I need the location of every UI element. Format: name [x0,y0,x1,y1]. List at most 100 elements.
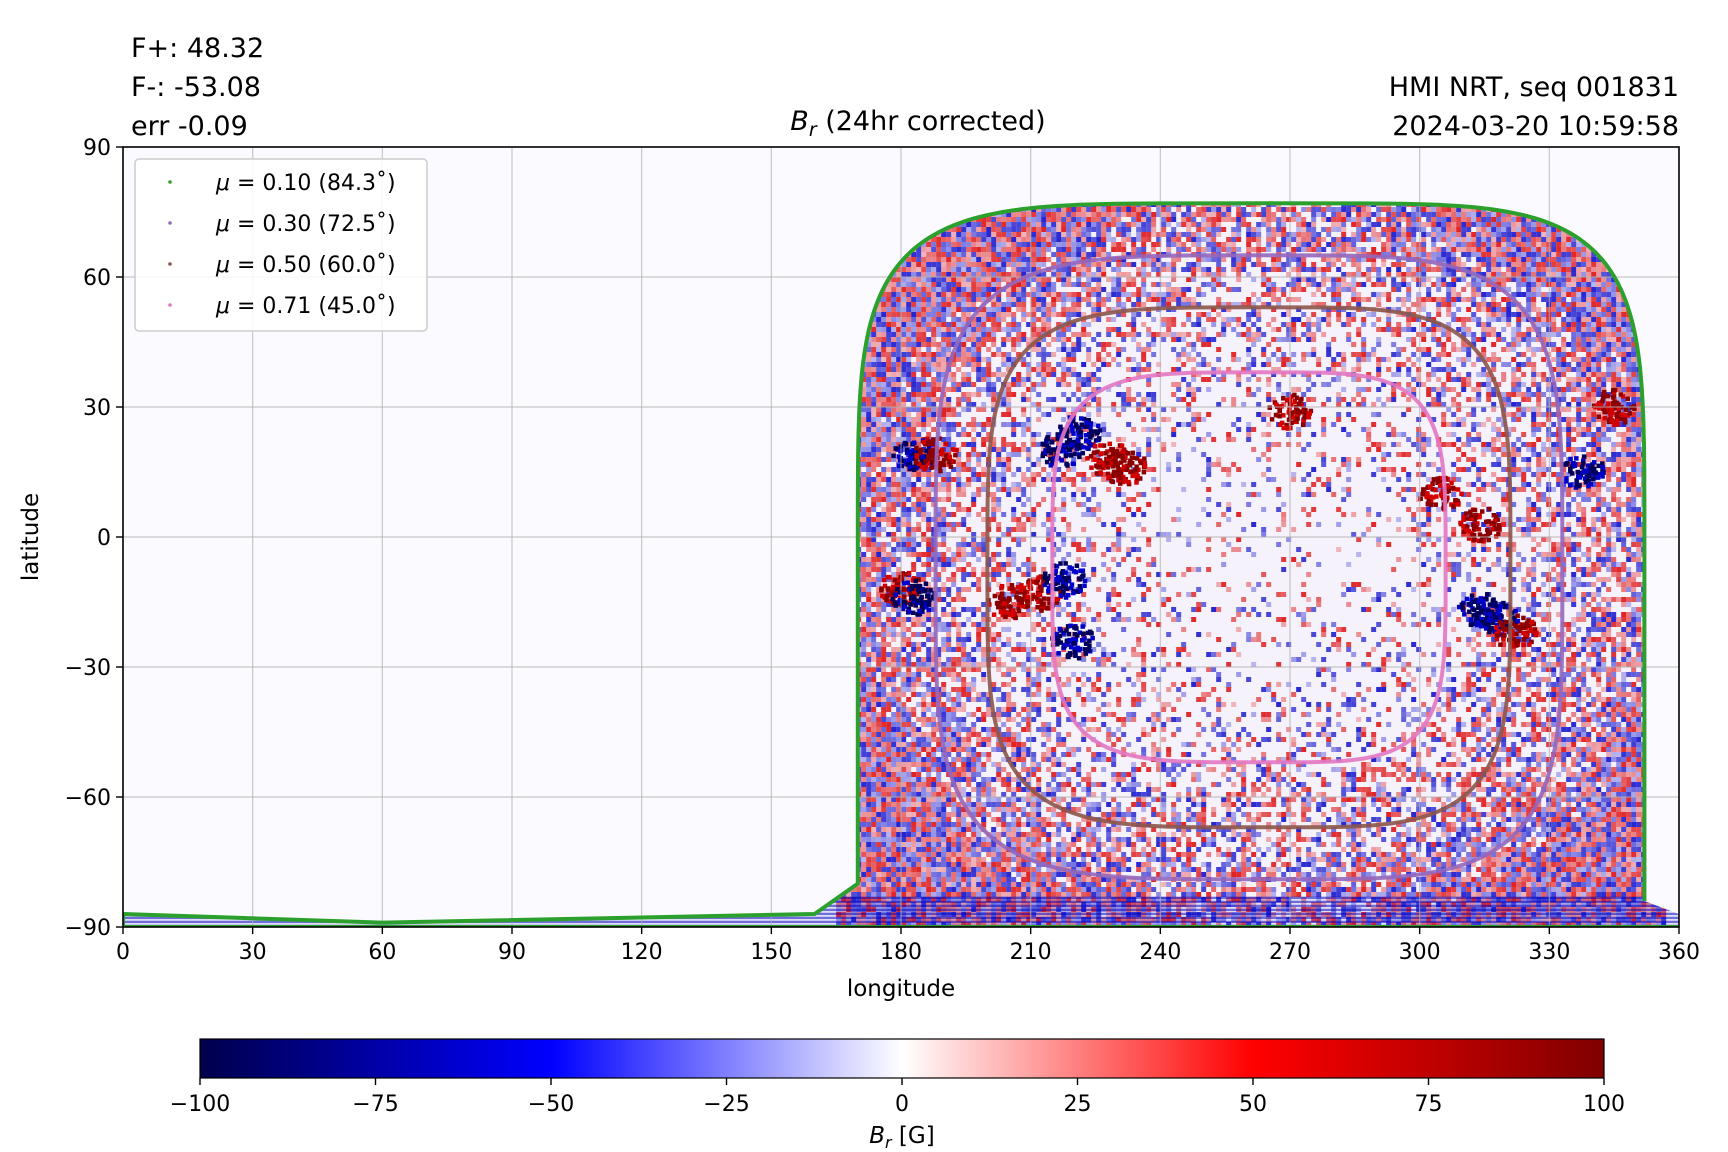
active-region-pixel [1595,475,1601,480]
active-region-pixel [1066,578,1072,584]
active-region-pixel [1430,495,1436,500]
active-region-pixel [1476,622,1482,628]
active-region-pixel [1057,633,1063,639]
active-region-pixel [1056,651,1061,656]
legend: μ = 0.10 (84.3˚) μ = 0.30 (72.5˚) μ = 0.50… [134,158,428,332]
active-region-pixel [1485,592,1490,597]
active-region-pixel [1089,433,1094,438]
active-region-pixel [1600,471,1605,476]
active-region-pixel [1498,642,1503,647]
x-tick-label: 180 [880,940,922,965]
active-region-pixel [1011,608,1016,613]
active-region-pixel [1016,608,1022,614]
active-region-pixel [1063,595,1069,600]
active-region-pixel [908,602,913,607]
active-region-pixel [1080,568,1086,573]
active-region-pixel [1580,461,1586,466]
contour-mu-0.10 [123,201,1679,927]
active-region-pixel [1431,477,1437,482]
active-region-pixel [1044,606,1050,611]
active-region-pixel [1503,626,1509,631]
active-region-pixel [925,594,930,599]
active-region-pixel [1052,577,1057,582]
active-region-pixel [1019,583,1024,588]
active-region-pixel [1281,413,1286,418]
active-region-pixel [1080,624,1085,629]
active-region-pixel [1068,453,1074,458]
active-region-pixel [1087,442,1093,447]
colorbar-tick-label: 25 [1064,1092,1092,1117]
active-region-pixel [912,596,917,601]
active-region-pixel [1458,520,1463,526]
active-region-pixel [1082,647,1088,652]
active-region-pixel [1502,604,1508,610]
active-region-pixel [1070,428,1075,434]
active-region-pixel [1008,604,1013,610]
active-region-pixel [1054,564,1060,569]
active-region-pixel [1019,600,1025,605]
active-region-pixel [1048,463,1054,468]
x-tick-label: 330 [1528,940,1570,965]
active-region-pixel [1424,494,1429,499]
colorbar-tick-label: −75 [352,1092,398,1117]
active-region-pixel [1623,407,1629,412]
active-region-pixel [1068,423,1073,428]
active-region-pixel [883,595,888,600]
active-region-pixel [1087,638,1092,643]
active-region-pixel [1010,585,1015,591]
active-region-pixel [1482,597,1487,602]
active-region-pixel [1029,596,1035,602]
active-region-pixel [1066,575,1071,581]
active-region-pixel [1007,586,1012,591]
active-region-pixel [907,449,913,455]
active-region-pixel [1504,619,1509,625]
active-region-pixel [1300,422,1306,428]
active-region-pixel [1115,463,1120,469]
active-region-pixel [1073,653,1078,659]
active-region-pixel [1081,444,1086,450]
active-region-pixel [1101,443,1107,448]
active-region-pixel [1564,479,1569,484]
active-region-pixel [1077,454,1082,460]
active-region-pixel [1568,466,1573,472]
active-region-pixel [1002,604,1007,609]
active-region-pixel [1462,514,1467,519]
active-region-pixel [1600,467,1605,472]
active-region-pixel [1303,411,1309,417]
active-region-pixel [1075,645,1081,651]
active-region-pixel [999,591,1005,596]
active-region-pixel [905,462,911,467]
active-region-pixel [1600,398,1605,403]
active-region-pixel [1007,612,1012,617]
active-region-pixel [1568,456,1573,462]
active-region-pixel [1075,589,1080,594]
active-region-pixel [1574,456,1579,461]
active-region-pixel [1044,459,1050,465]
active-region-pixel [1118,460,1124,465]
active-region-pixel [1611,390,1617,395]
active-region-pixel [1510,621,1515,627]
active-region-pixel [1016,597,1022,603]
active-region-pixel [897,595,903,601]
active-region-pixel [890,585,896,590]
active-region-pixel [1608,415,1613,420]
contour-mu-0.30 [933,253,1565,882]
active-region-pixel [998,600,1004,605]
x-tick-label: 300 [1399,940,1441,965]
active-region-pixel [1580,458,1586,464]
active-region-pixel [1466,528,1472,534]
active-region-pixel [1294,395,1300,401]
active-region-pixel [1622,412,1627,418]
active-region-pixel [1137,476,1143,481]
active-region-pixel [1062,643,1068,648]
active-region-pixel [1495,517,1500,522]
active-region-pixel [919,608,925,613]
active-region-pixel [1473,512,1478,518]
active-region-pixel [893,446,898,451]
active-region-pixel [1480,616,1485,622]
active-region-pixel [1063,451,1069,456]
active-region-pixel [931,459,937,464]
active-region-pixel [1130,470,1136,475]
active-region-pixel [1622,415,1627,421]
active-region-pixel [1009,583,1015,588]
